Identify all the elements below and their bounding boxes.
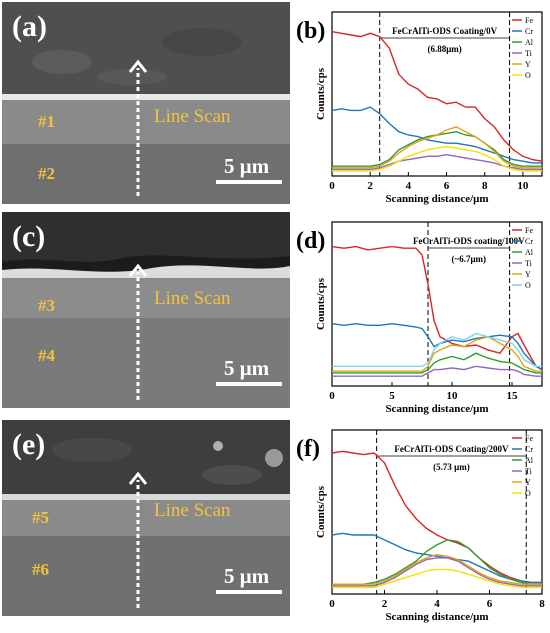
scan-arrow-icon [128,59,148,196]
panel-label--b-: (b) [296,18,325,44]
legend-label-al: Al [525,248,534,257]
series-line-y [332,126,542,169]
thickness-annotation: (6.88μm) [427,44,461,54]
layer-label-1: #1 [38,112,55,131]
legend-label-ti: Ti [525,49,533,58]
series-line-y [332,336,542,372]
x-axis-label: Scanning distance/μm [385,403,488,415]
scan-arrow-icon [128,471,148,608]
x-tick-label: 6 [444,180,450,192]
x-tick-label: 10 [517,180,529,192]
x-tick-label: 5 [389,390,395,402]
x-tick-label: 0 [329,598,335,610]
legend-label-y: Y [525,478,531,487]
thickness-annotation: (5.73 μm) [433,462,470,472]
sem-micrograph-c [2,212,290,408]
series-line-y [332,553,542,585]
series-line-fe [331,450,542,584]
series-line-ti [332,365,542,377]
scale-bar-c [216,382,282,386]
legend-label-ti: Ti [525,259,533,268]
y-axis-label: Counts/cps [315,277,327,330]
series-line-al [332,352,542,374]
y-axis-label: Counts/cps [315,67,327,120]
chart-b: (b) 0 2 4 6 8 10 Scanning distance/μm Counts/cps… [296,11,543,205]
coating-title: FeCrAlTi-ODS coating/100V [413,236,525,246]
x-tick-label: 8 [539,598,545,610]
series-line-al [332,130,542,167]
scale-bar-e [216,590,282,594]
legend-label-o: O [525,281,531,290]
x-tick-label: 15 [507,390,519,402]
panel-label-a: (a) [12,10,47,43]
legend-label-o: O [525,71,531,80]
thickness-annotation: (~6.7μm) [452,254,487,264]
series-line-o [332,568,542,589]
sem-image-a: (a) Line Scan #1 #2 5 μm [2,2,290,204]
x-tick-label: 4 [434,598,440,610]
legend-label-fe: Fe [525,226,533,235]
scan-arrow-icon [128,263,148,400]
scale-label-a: 5 μm [224,154,270,178]
legend-label-y: Y [525,270,531,279]
x-tick-label: 6 [487,598,493,610]
sem-image-e: (e) Line Scan #5 #6 5 μm [2,420,290,616]
y-axis-label: Counts/cps [315,485,327,538]
legend-label-al: Al [525,456,534,465]
scale-bar-a [216,180,282,184]
sem-micrograph-a [2,2,290,204]
series-line-ti [332,557,542,587]
line-scan-label-e: Line Scan [154,500,231,521]
layer-label-6: #6 [32,560,49,579]
legend-label-cr: Cr [525,445,533,454]
sem-image-c: (c) Line Scan #3 #4 5 μm [2,212,290,408]
x-axis-label: Scanning distance/μm [385,611,488,623]
plot-frame [331,221,543,387]
x-tick-label: 0 [329,390,335,402]
series-line-cr [331,322,543,371]
panel-label--d-: (d) [296,228,325,254]
x-tick-label: 0 [329,180,335,192]
panel-label-e: (e) [12,428,46,461]
x-tick-label: 4 [406,180,412,192]
legend-label-o: O [525,489,531,498]
series-line-o [332,145,542,172]
scale-label-e: 5 μm [224,564,270,588]
x-tick-label: 8 [482,180,488,192]
legend-label-ti: Ti [525,467,533,476]
x-axis-label: Scanning distance/μm [385,193,488,205]
x-tick-label: 10 [447,390,459,402]
line-scan-label-a: Line Scan [154,106,231,127]
plot-frame [331,11,543,177]
legend-label-cr: Cr [525,27,533,36]
line-scan-label-c: Line Scan [154,288,231,309]
chart-panel-f: (f) 0 2 4 6 8 Scanning distance/μm Counts/cps Fe… [292,418,550,628]
coating-title: FeCrAlTi-ODS Coating/0V [392,26,498,36]
panel-label--f-: (f) [296,436,320,462]
legend-label-fe: Fe [525,434,533,443]
legend-label-al: Al [525,38,534,47]
chart-panel-d: (d) 0 5 10 15 Scanning distance/μm Counts/cps F… [292,210,550,420]
chart-f: (f) 0 2 4 6 8 Scanning distance/μm Counts/cps Fe… [296,429,545,623]
x-tick-label: 2 [367,180,373,192]
series-line-cr [331,106,542,164]
series-line-fe [331,31,543,162]
coating-title: FeCrAlTi-ODS Coating/200V [394,444,509,454]
sem-micrograph-e [2,420,290,616]
legend-label-fe: Fe [525,16,533,25]
layer-label-3: #3 [38,296,55,315]
layer-label-4: #4 [38,346,55,365]
chart-panel-b: (b) 0 2 4 6 8 10 Scanning distance/μm Counts/cps… [292,0,550,210]
x-tick-label: 2 [382,598,388,610]
scale-label-c: 5 μm [224,356,270,380]
legend-label-cr: Cr [525,237,533,246]
chart-d: (d) 0 5 10 15 Scanning distance/μm Counts/cps F… [296,221,543,415]
legend-label-y: Y [525,60,531,69]
layer-label-2: #2 [38,164,55,183]
series-line-fe [331,245,543,371]
series-line-o [332,332,542,368]
panel-label-c: (c) [12,220,46,253]
layer-label-5: #5 [32,508,49,527]
